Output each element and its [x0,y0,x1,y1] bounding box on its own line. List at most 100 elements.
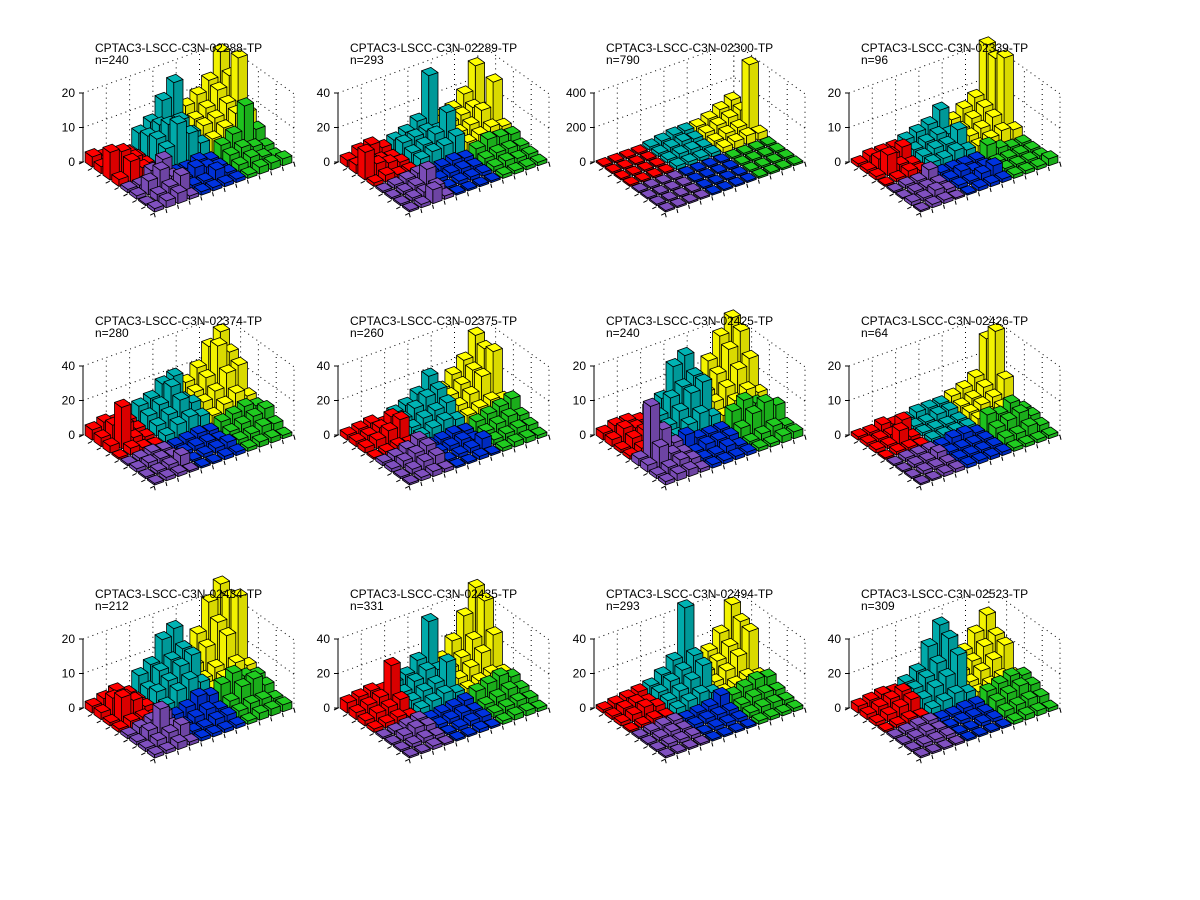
z-tick-label: 0 [323,428,330,442]
bar-cyan [680,153,698,166]
bar-purple [375,182,393,194]
z-tick-label: 0 [68,701,75,715]
bar-red [868,440,886,454]
bar-purple [924,470,942,482]
bar-blue [959,184,977,196]
bar-red [868,713,886,727]
bar-purple [384,188,402,200]
subplot-grid: 01020CPTAC3-LSCC-C3N-02288-TPn=24002040C… [62,36,1062,764]
subplot: 0 20 40 CPTAC3-LSCC-C3N-02374-TPn=280 [62,314,296,491]
bar-purple [897,176,916,190]
subplot: 0 10 20 CPTAC3-LSCC-C3N-02425-TPn=240 [573,309,807,491]
bar-cyan [421,67,439,139]
bar-red [613,713,631,727]
bar-purple [658,747,676,759]
bar-cyan [703,144,722,158]
bar-blue [216,720,235,734]
bar-green [747,140,765,152]
z-tick-label: 40 [573,632,587,646]
bar-blue [451,718,469,732]
bar-red [622,176,640,187]
bar-purple [170,464,188,478]
z-tick-label: 20 [317,121,331,135]
subplot-sample-count: n=96 [861,53,888,67]
subplot-title-text: CPTAC3-LSCC-C3N-02300-TP [606,41,773,55]
floor-ticks [589,161,807,218]
bar-blue [205,724,223,738]
bar-purple [413,468,431,482]
bar-purple [158,468,176,482]
floor-ticks [333,434,551,491]
bar-purple [927,731,945,744]
bar-purple [138,468,156,480]
bar-blue [982,447,1001,461]
subplot-title: CPTAC3-LSCC-C3N-02523-TPn=309 [861,587,1028,613]
bar-purple [384,734,402,746]
bar-purple [651,184,669,196]
z-axis: 0 10 20 [828,86,850,169]
bar-green [768,142,786,154]
z-axis: 0 20 40 [62,359,84,442]
bars [850,36,1059,213]
z-tick-label: 0 [68,155,75,169]
bar-purple [924,743,942,755]
subplot-title-text: CPTAC3-LSCC-C3N-02435-TP [350,587,517,601]
bar-purple [886,728,904,740]
bar-purple [393,741,411,753]
bar-green [765,153,783,165]
z-tick-label: 0 [834,155,841,169]
subplot-title: CPTAC3-LSCC-C3N-02434-TPn=212 [95,587,262,613]
subplot: 0 10 20 CPTAC3-LSCC-C3N-02426-TPn=64 [828,314,1062,491]
bar-cyan [642,138,660,151]
bar-purple [663,180,681,192]
bar-blue [716,726,734,738]
subplot: 0 20 40 CPTAC3-LSCC-C3N-02375-TPn=260 [317,314,551,491]
z-tick-label: 20 [828,667,842,681]
bar-blue [460,726,478,738]
z-tick-label: 10 [62,667,76,681]
bar-green [1006,166,1024,179]
subplot-sample-count: n=309 [861,599,895,613]
bar-green [1011,144,1029,158]
bar-green [240,439,258,452]
bar-cyan [424,419,442,439]
bar-purple [936,739,954,751]
bar-purple [669,743,687,755]
bar-blue [689,161,707,173]
z-tick-label: 0 [579,155,586,169]
bar-green [240,166,258,179]
floor-ticks [844,434,1062,491]
bar-green [1041,150,1059,167]
bar-blue [730,710,748,723]
subplot-title-text: CPTAC3-LSCC-C3N-02375-TP [350,314,517,328]
bar-blue [985,710,1003,723]
floor-ticks [78,707,296,764]
bar-purple [146,199,165,213]
z-tick-label: 0 [579,428,586,442]
subplot-title-text: CPTAC3-LSCC-C3N-02289-TP [350,41,517,55]
bar-green [1006,712,1024,725]
z-axis: 0 10 20 [828,359,850,442]
z-tick-label: 0 [834,701,841,715]
bar-blue [698,167,716,179]
z-tick-label: 20 [62,632,76,646]
bars [850,322,1059,486]
z-tick-label: 0 [68,428,75,442]
subplot-title: CPTAC3-LSCC-C3N-02289-TPn=293 [350,41,517,67]
bar-green [1006,439,1024,452]
bar-green [751,712,769,725]
bar-red [648,157,666,168]
bar-green [1017,161,1035,175]
bar-blue [216,447,235,461]
z-tick-label: 20 [828,359,842,373]
bar-purple [681,193,699,205]
subplot-sample-count: n=240 [95,53,129,67]
z-tick-label: 20 [317,667,331,681]
bar-yellow [715,138,733,154]
bar-green [495,712,513,725]
z-tick-label: 40 [828,632,842,646]
bar-blue [730,165,748,177]
bar-red [625,165,643,177]
bar-blue [462,712,481,727]
bar-blue [727,447,746,461]
